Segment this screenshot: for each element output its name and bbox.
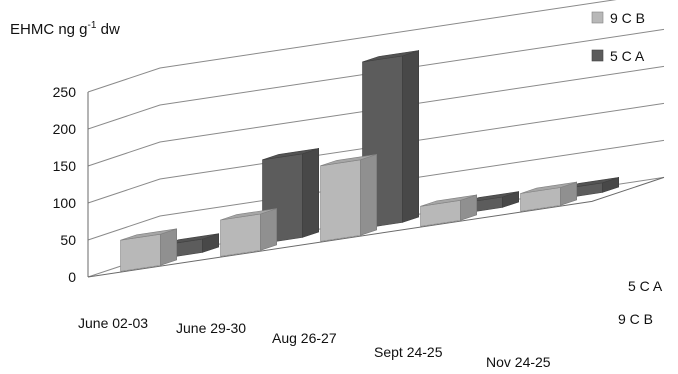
y-axis-title-suffix: dw [96, 21, 120, 38]
x-tick-label: Sept 24-25 [374, 344, 443, 360]
legend-swatch [591, 11, 604, 24]
y-tick-label: 100 [53, 195, 77, 211]
bar-top-face [320, 154, 377, 167]
x-tick-label: Nov 24-25 [486, 354, 551, 370]
gridline [87, 65, 665, 167]
bar-front-face [220, 213, 261, 257]
depth-axis-label: 9 C B [618, 311, 653, 327]
bars [120, 50, 620, 272]
floor-edge [87, 176, 665, 278]
y-tick-label: 0 [68, 269, 76, 285]
bar-side-face [160, 228, 177, 266]
legend-label: 9 C B [610, 10, 645, 26]
legend: 9 C B 5 C A [591, 10, 645, 64]
bar-9cb-1 [220, 208, 278, 257]
bar-side-face [360, 153, 378, 236]
x-tick-label: June 29-30 [176, 320, 246, 336]
y-axis-title-main: EHMC ng g [10, 21, 88, 38]
bar-9cb-0 [120, 228, 177, 272]
bar-front-face [520, 187, 561, 212]
bar-top-face [362, 50, 419, 63]
y-tick-label: 50 [60, 232, 76, 248]
x-tick-label: June 02-03 [78, 315, 148, 331]
x-tick-label: Aug 26-27 [272, 330, 337, 346]
legend-label: 5 C A [610, 48, 645, 64]
bar-side-face [302, 147, 320, 238]
y-axis-title: EHMC ng g-1 dw [10, 20, 120, 38]
bar-top-face [262, 148, 319, 161]
bar-front-face [120, 233, 161, 272]
gridline [87, 139, 665, 241]
gridline [87, 0, 617, 93]
bar-top-face [420, 194, 477, 207]
bar-side-face [402, 50, 420, 223]
y-tick-label: 200 [53, 121, 77, 137]
legend-swatch [591, 49, 604, 62]
depth-axis-labels: 5 C A 9 C B [618, 278, 663, 327]
bar-9cb-2 [320, 153, 378, 242]
gridline [87, 102, 665, 204]
bar-front-face [320, 159, 361, 242]
bar-top-face [520, 181, 577, 194]
x-tick-labels: June 02-03 June 29-30 Aug 26-27 Sept 24-25 N… [78, 315, 551, 370]
y-tick-label: 250 [53, 84, 77, 100]
bar-side-face [260, 208, 278, 251]
bar-9cb-3 [420, 194, 478, 227]
y-tick-labels: 0 50 100 150 200 250 [53, 84, 77, 285]
y-axis-title-sup: -1 [88, 20, 97, 31]
bar-9cb-4 [520, 181, 578, 212]
depth-axis-label: 5 C A [628, 278, 663, 294]
bar-top-face [220, 208, 277, 221]
bar-top-face [120, 228, 177, 241]
y-tick-label: 150 [53, 158, 77, 174]
axes [87, 92, 665, 278]
gridline [87, 28, 665, 130]
